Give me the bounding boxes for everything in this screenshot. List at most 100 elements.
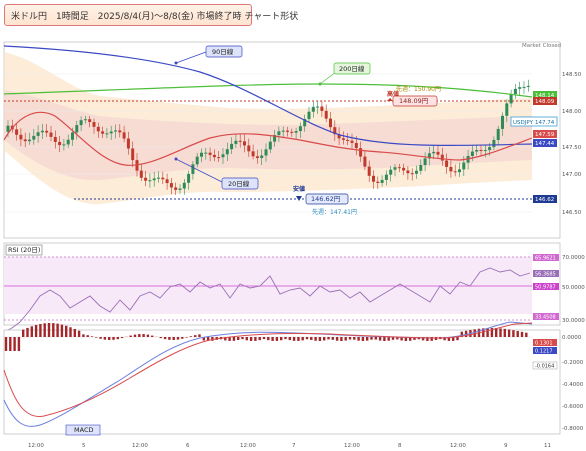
histogram-bar <box>181 337 184 339</box>
candle-body <box>79 120 83 126</box>
histogram-bar <box>464 330 468 337</box>
candle-body <box>230 143 234 150</box>
svg-text:先週：150.90円: 先週：150.90円 <box>396 85 441 93</box>
histogram-bar <box>146 334 150 337</box>
candle-body <box>410 173 414 175</box>
histogram-bar <box>39 323 42 337</box>
market-status: Market Closed <box>522 43 561 49</box>
rsi-title-box: RSI (20日) <box>5 244 43 256</box>
histogram-bar <box>258 337 261 341</box>
histogram-bar <box>267 337 270 341</box>
histogram-bar <box>228 337 231 341</box>
histogram-bar <box>202 337 205 341</box>
candle-body <box>501 115 504 129</box>
candle-body <box>423 158 427 166</box>
candle-body <box>118 130 122 133</box>
macd-histogram <box>4 323 528 351</box>
candle-body <box>165 179 169 184</box>
histogram-bar <box>340 337 343 341</box>
candle-body <box>238 140 242 142</box>
candle-body <box>449 166 453 172</box>
histogram-bar <box>331 337 334 340</box>
histogram-bar <box>323 337 326 341</box>
chart-title: 米ドル円 1時間足 2025/8/4(月)～8/8(金) 市場終了時 チャート形… <box>11 12 299 22</box>
candle-body <box>122 132 126 139</box>
svg-text:200日線: 200日線 <box>339 64 365 73</box>
candle-body <box>372 175 375 182</box>
rsi-zone <box>4 257 532 314</box>
candle-body <box>182 182 186 189</box>
axis-tick-label: 147.50 <box>562 145 582 151</box>
histogram-bar <box>292 337 296 341</box>
candle-body <box>513 88 517 95</box>
price-axis: 148.50 148.00 147.50 147.00 146.50 <box>562 72 582 216</box>
candle-body <box>526 85 530 87</box>
high-annotation: 高値 先週：150.90円 148.09円 <box>387 85 441 107</box>
histogram-bar <box>456 337 459 341</box>
histogram-bar <box>370 337 373 340</box>
candle-body <box>23 139 27 142</box>
histogram-bar <box>288 337 291 341</box>
axis-tick-label: 30.0000 <box>562 318 585 324</box>
candle-body <box>458 169 461 173</box>
candle-body <box>380 179 384 183</box>
histogram-bar <box>22 329 25 337</box>
histogram-bar <box>284 337 287 340</box>
histogram-bar <box>9 337 12 351</box>
histogram-bar <box>318 337 322 341</box>
histogram-bar <box>108 337 111 340</box>
svg-text:安値: 安値 <box>293 185 305 193</box>
histogram-bar <box>447 337 451 341</box>
histogram-bar <box>396 337 399 340</box>
axis-tick-label: 0.0000 <box>562 335 582 341</box>
histogram-bar <box>301 337 304 341</box>
candle-body <box>427 153 431 159</box>
candle-body <box>45 130 49 133</box>
histogram-bar <box>374 337 377 340</box>
svg-text:MACD: MACD <box>74 426 93 434</box>
candle-body <box>264 149 268 156</box>
histogram-bar <box>159 337 162 339</box>
time-axis: 12:00 5 12:00 6 12:00 7 12:00 8 12:00 9 11 <box>28 443 551 449</box>
candle-body <box>453 171 457 173</box>
svg-text:146.62: 146.62 <box>535 197 554 203</box>
axis-tick-label: 50.0000 <box>562 285 585 291</box>
candle-body <box>376 181 380 183</box>
candle-body <box>109 131 113 134</box>
histogram-bar <box>366 337 369 341</box>
histogram-bar <box>30 326 33 337</box>
histogram-bar <box>430 337 433 341</box>
ma90-callout: 90日線 <box>174 45 243 65</box>
candle-body <box>303 119 307 127</box>
histogram-bar <box>82 334 85 337</box>
svg-text:147.44: 147.44 <box>535 141 555 147</box>
candle-body <box>522 86 526 88</box>
histogram-bar <box>460 331 463 337</box>
histogram-bar <box>421 337 425 341</box>
candle-body <box>101 131 105 134</box>
histogram-bar <box>47 323 51 337</box>
histogram-bar <box>271 337 274 341</box>
candle-body <box>148 180 152 182</box>
candle-body <box>475 149 479 152</box>
candle-body <box>329 118 332 128</box>
candle-body <box>406 170 410 174</box>
candle-body <box>96 126 100 132</box>
histogram-bar <box>185 337 188 338</box>
rsi-label-mid: 50.9787 <box>533 283 559 291</box>
histogram-bar <box>297 337 300 341</box>
candle-body <box>286 130 289 132</box>
histogram-bar <box>77 330 81 337</box>
histogram-bar <box>17 337 21 351</box>
axis-tick-label: 146.50 <box>562 210 582 216</box>
histogram-bar <box>327 337 330 340</box>
candle-body <box>307 111 311 120</box>
candle-body <box>518 87 522 89</box>
candle-body <box>483 150 487 152</box>
price-label-ma20: 147.59 <box>533 130 557 138</box>
histogram-bar <box>516 330 519 337</box>
candle-body <box>509 94 513 104</box>
histogram-bar <box>138 334 141 337</box>
axis-tick-label: -0.4000 <box>562 382 584 388</box>
